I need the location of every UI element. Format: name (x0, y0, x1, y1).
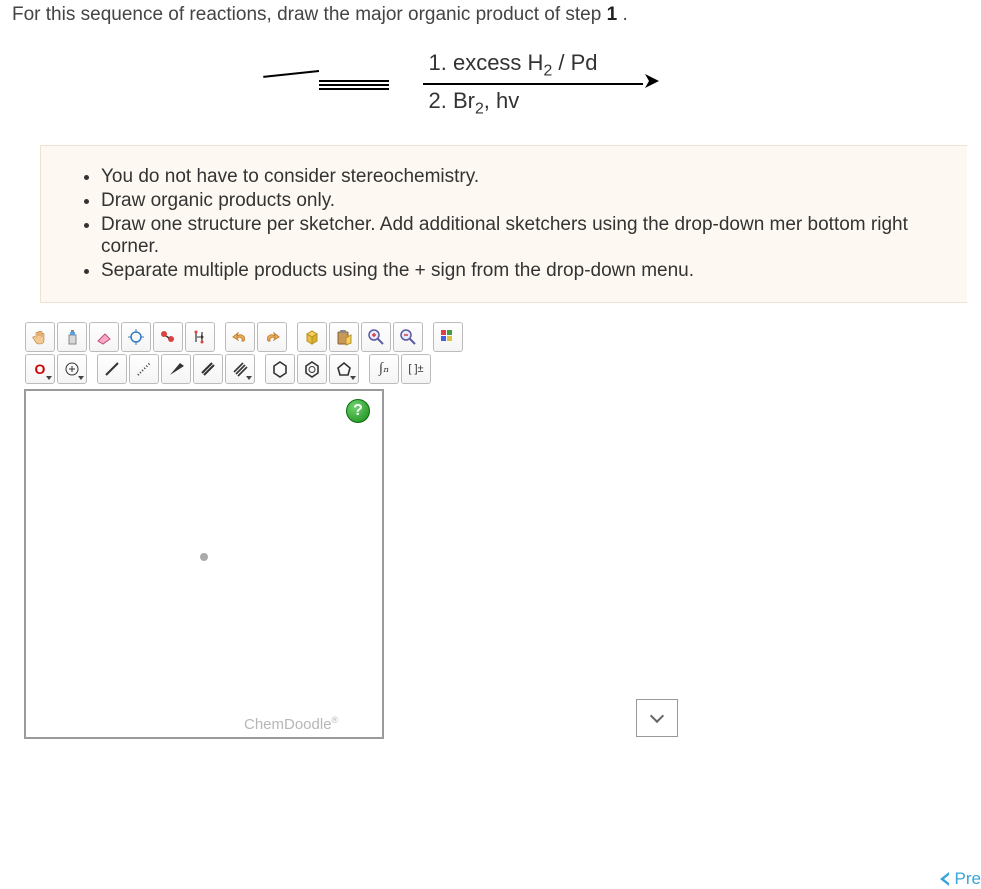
chevron-left-icon (937, 870, 953, 888)
reagent-step2-a: 2. Br (429, 88, 475, 113)
zoom-out-icon (399, 328, 417, 346)
bracket-label: [ ]± (408, 363, 423, 375)
toolbar-row-2: O (24, 353, 704, 385)
spray-can-icon (63, 328, 81, 346)
instruction-item: Draw one structure per sketcher. Add add… (101, 214, 945, 258)
zoom-in-button[interactable] (361, 322, 391, 352)
paste-icon (335, 328, 353, 346)
triple-bond-button[interactable] (225, 354, 255, 384)
ring-picker-button[interactable] (329, 354, 359, 384)
reagent-step2-b: , hv (484, 88, 519, 113)
reagent-step1-b: / Pd (552, 50, 597, 75)
charge-picker-button[interactable] (57, 354, 87, 384)
previous-button[interactable]: Pre (937, 869, 981, 889)
paste-button[interactable] (329, 322, 359, 352)
reagent-step2-sub: 2 (475, 101, 484, 118)
zoom-out-button[interactable] (393, 322, 423, 352)
double-bond-button[interactable] (193, 354, 223, 384)
instruction-panel: You do not have to consider stereochemis… (40, 145, 967, 303)
chemdoodle-brand: ChemDoodle® (244, 715, 338, 733)
copy-3d-icon (303, 328, 321, 346)
previous-label: Pre (955, 869, 981, 889)
undo-icon (231, 328, 249, 346)
question-step-number: 1 (607, 4, 618, 25)
zoom-in-icon (367, 328, 385, 346)
question-suffix: . (617, 4, 628, 25)
reagent-step1-sub: 2 (543, 62, 552, 79)
wedge-bond-icon (167, 360, 185, 378)
flip-icon (191, 328, 209, 346)
redo-icon (263, 328, 281, 346)
center-icon (127, 328, 145, 346)
dropdown-caret-icon (246, 376, 252, 380)
question-prefix: For this sequence of reactions, draw the… (12, 4, 607, 25)
chain-label: ∫ₙ (379, 360, 389, 377)
benzene-button[interactable] (297, 354, 327, 384)
help-button[interactable]: ? (346, 399, 370, 423)
center-tool-button[interactable] (121, 322, 151, 352)
dropdown-caret-icon (350, 376, 356, 380)
reagent-step1-a: 1. excess H (429, 50, 544, 75)
plus-circle-icon (64, 361, 80, 377)
starting-material-structure (259, 64, 389, 104)
benzene-icon (303, 360, 321, 378)
hand-tool-button[interactable] (25, 322, 55, 352)
chain-tool-button[interactable]: ∫ₙ (369, 354, 399, 384)
molecule-cleanup-icon (159, 328, 177, 346)
dotted-bond-icon (135, 360, 153, 378)
double-bond-icon (199, 360, 217, 378)
canvas-container: ? ChemDoodle® (24, 389, 704, 739)
copy-button[interactable] (297, 322, 327, 352)
hand-icon (31, 328, 49, 346)
reaction-scheme: 1. excess H2 / Pd 2. Br2, hv (0, 50, 981, 119)
brand-text: ChemDoodle (244, 716, 332, 733)
dropdown-caret-icon (78, 376, 84, 380)
spray-tool-button[interactable] (57, 322, 87, 352)
instruction-item: You do not have to consider stereochemis… (101, 166, 945, 188)
chemdoodle-sketcher: O (24, 321, 704, 739)
eraser-tool-button[interactable] (89, 322, 119, 352)
element-picker-button[interactable]: O (25, 354, 55, 384)
add-sketcher-dropdown[interactable] (636, 699, 678, 737)
chevron-down-icon (650, 709, 664, 723)
arrowhead-icon (645, 74, 663, 88)
undo-button[interactable] (225, 322, 255, 352)
color-swatch-icon (439, 328, 457, 346)
clean-tool-button[interactable] (153, 322, 183, 352)
hexagon-icon (271, 360, 289, 378)
single-bond-icon (103, 360, 121, 378)
canvas-start-dot (200, 553, 208, 561)
dropdown-caret-icon (46, 376, 52, 380)
drawing-canvas[interactable]: ? (24, 389, 384, 739)
flip-tool-button[interactable] (185, 322, 215, 352)
help-symbol: ? (353, 402, 363, 420)
recessed-bond-button[interactable] (129, 354, 159, 384)
reaction-arrow: 1. excess H2 / Pd 2. Br2, hv (423, 50, 723, 119)
single-bond-button[interactable] (97, 354, 127, 384)
wedge-bond-button[interactable] (161, 354, 191, 384)
instruction-item: Separate multiple products using the + s… (101, 260, 945, 282)
oxygen-label: O (35, 361, 46, 377)
instruction-item: Draw organic products only. (101, 190, 945, 212)
color-button[interactable] (433, 322, 463, 352)
cyclohexane-button[interactable] (265, 354, 295, 384)
redo-button[interactable] (257, 322, 287, 352)
toolbar-row-1 (24, 321, 704, 353)
bracket-tool-button[interactable]: [ ]± (401, 354, 431, 384)
eraser-icon (95, 328, 113, 346)
brand-mark: ® (332, 715, 339, 725)
question-prompt: For this sequence of reactions, draw the… (0, 0, 981, 36)
